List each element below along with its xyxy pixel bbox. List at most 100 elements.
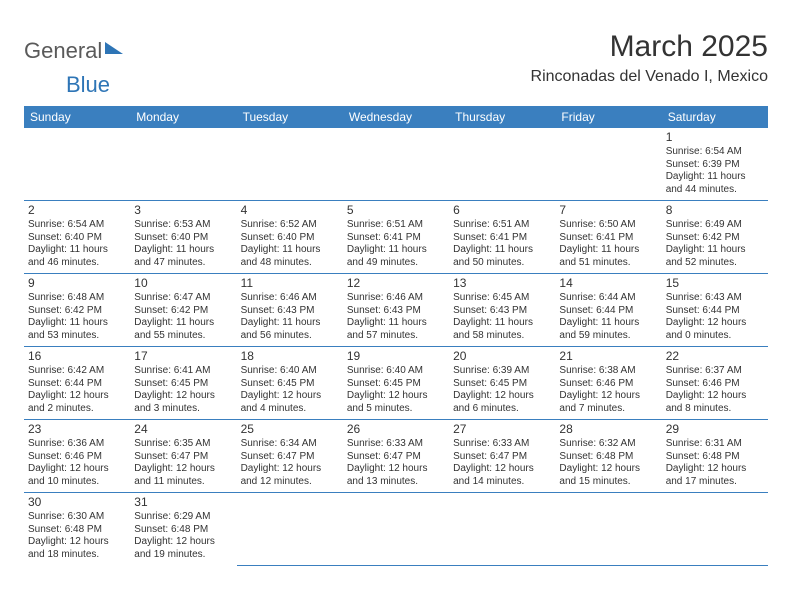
day-number: 6 <box>453 203 551 218</box>
day-header: Thursday <box>449 106 555 128</box>
sunrise-line: Sunrise: 6:36 AM <box>28 438 126 451</box>
calendar-cell <box>343 493 449 566</box>
calendar-cell: 14Sunrise: 6:44 AMSunset: 6:44 PMDayligh… <box>555 274 661 347</box>
daylight-line: Daylight: 12 hours and 11 minutes. <box>134 463 232 488</box>
sunset-line: Sunset: 6:48 PM <box>28 524 126 537</box>
sunset-line: Sunset: 6:46 PM <box>28 451 126 464</box>
sunrise-line: Sunrise: 6:46 AM <box>347 292 445 305</box>
sunset-line: Sunset: 6:47 PM <box>453 451 551 464</box>
calendar-cell: 25Sunrise: 6:34 AMSunset: 6:47 PMDayligh… <box>237 420 343 493</box>
sunset-line: Sunset: 6:47 PM <box>134 451 232 464</box>
daylight-line: Daylight: 12 hours and 10 minutes. <box>28 463 126 488</box>
brand-part1: General <box>24 38 102 64</box>
sunrise-line: Sunrise: 6:39 AM <box>453 365 551 378</box>
daylight-line: Daylight: 12 hours and 18 minutes. <box>28 536 126 561</box>
day-number: 9 <box>28 276 126 291</box>
day-number: 28 <box>559 422 657 437</box>
day-number: 20 <box>453 349 551 364</box>
calendar-cell: 31Sunrise: 6:29 AMSunset: 6:48 PMDayligh… <box>130 493 236 566</box>
sunset-line: Sunset: 6:42 PM <box>28 305 126 318</box>
daylight-line: Daylight: 12 hours and 13 minutes. <box>347 463 445 488</box>
calendar-cell: 3Sunrise: 6:53 AMSunset: 6:40 PMDaylight… <box>130 201 236 274</box>
day-header: Saturday <box>662 106 768 128</box>
day-header: Tuesday <box>237 106 343 128</box>
calendar-cell: 29Sunrise: 6:31 AMSunset: 6:48 PMDayligh… <box>662 420 768 493</box>
day-number: 2 <box>28 203 126 218</box>
calendar-cell: 21Sunrise: 6:38 AMSunset: 6:46 PMDayligh… <box>555 347 661 420</box>
sunset-line: Sunset: 6:44 PM <box>666 305 764 318</box>
sunset-line: Sunset: 6:48 PM <box>559 451 657 464</box>
daylight-line: Daylight: 12 hours and 12 minutes. <box>241 463 339 488</box>
calendar-cell <box>555 493 661 566</box>
calendar-cell: 12Sunrise: 6:46 AMSunset: 6:43 PMDayligh… <box>343 274 449 347</box>
sunrise-line: Sunrise: 6:38 AM <box>559 365 657 378</box>
sunrise-line: Sunrise: 6:43 AM <box>666 292 764 305</box>
daylight-line: Daylight: 11 hours and 53 minutes. <box>28 317 126 342</box>
calendar-week-row: 16Sunrise: 6:42 AMSunset: 6:44 PM Dayligh… <box>24 347 768 420</box>
sunrise-line: Sunrise: 6:50 AM <box>559 219 657 232</box>
calendar-cell: 8Sunrise: 6:49 AMSunset: 6:42 PMDaylight… <box>662 201 768 274</box>
day-number: 16 <box>28 349 126 364</box>
sunset-line: Sunset: 6:42 PM <box>666 232 764 245</box>
sunrise-line: Sunrise: 6:48 AM <box>28 292 126 305</box>
daylight-line: Daylight: 12 hours and 7 minutes. <box>559 390 657 415</box>
day-number: 19 <box>347 349 445 364</box>
calendar-cell: 5Sunrise: 6:51 AMSunset: 6:41 PMDaylight… <box>343 201 449 274</box>
daylight-line: Daylight: 11 hours and 56 minutes. <box>241 317 339 342</box>
calendar-cell <box>237 493 343 566</box>
sunset-line: Sunset: 6:44 PM <box>559 305 657 318</box>
sunset-line: Sunset: 6:47 PM <box>347 451 445 464</box>
sunrise-line: Sunrise: 6:45 AM <box>453 292 551 305</box>
day-header: Friday <box>555 106 661 128</box>
calendar-cell: 6Sunrise: 6:51 AMSunset: 6:41 PMDaylight… <box>449 201 555 274</box>
calendar-cell: 27Sunrise: 6:33 AMSunset: 6:47 PMDayligh… <box>449 420 555 493</box>
daylight-line: Daylight: 12 hours and 17 minutes. <box>666 463 764 488</box>
calendar-cell: 30Sunrise: 6:30 AMSunset: 6:48 PMDayligh… <box>24 493 130 566</box>
sunset-line: Sunset: 6:44 PM <box>28 378 126 391</box>
calendar-cell: 2Sunrise: 6:54 AMSunset: 6:40 PMDaylight… <box>24 201 130 274</box>
day-header: Wednesday <box>343 106 449 128</box>
daylight-line: Daylight: 12 hours and 6 minutes. <box>453 390 551 415</box>
calendar-cell: 22Sunrise: 6:37 AMSunset: 6:46 PMDayligh… <box>662 347 768 420</box>
day-number: 22 <box>666 349 764 364</box>
calendar-table: Sunday Monday Tuesday Wednesday Thursday… <box>24 106 768 566</box>
sunrise-line: Sunrise: 6:32 AM <box>559 438 657 451</box>
sunset-line: Sunset: 6:43 PM <box>241 305 339 318</box>
calendar-cell: 19Sunrise: 6:40 AMSunset: 6:45 PMDayligh… <box>343 347 449 420</box>
day-number: 3 <box>134 203 232 218</box>
sunset-line: Sunset: 6:41 PM <box>347 232 445 245</box>
daylight-line: Daylight: 12 hours and 3 minutes. <box>134 390 232 415</box>
day-number: 12 <box>347 276 445 291</box>
sunrise-line: Sunrise: 6:52 AM <box>241 219 339 232</box>
calendar-cell <box>24 128 130 201</box>
sunrise-line: Sunrise: 6:42 AM <box>28 365 126 378</box>
day-number: 8 <box>666 203 764 218</box>
day-number: 21 <box>559 349 657 364</box>
calendar-cell <box>130 128 236 201</box>
day-number: 23 <box>28 422 126 437</box>
calendar-cell: 16Sunrise: 6:42 AMSunset: 6:44 PMDayligh… <box>24 347 130 420</box>
sunrise-line: Sunrise: 6:46 AM <box>241 292 339 305</box>
sunrise-line: Sunrise: 6:44 AM <box>559 292 657 305</box>
calendar-week-row: 9Sunrise: 6:48 AMSunset: 6:42 PMDaylight… <box>24 274 768 347</box>
sunrise-line: Sunrise: 6:35 AM <box>134 438 232 451</box>
daylight-line: Daylight: 11 hours and 48 minutes. <box>241 244 339 269</box>
daylight-line: Daylight: 12 hours and 5 minutes. <box>347 390 445 415</box>
calendar-week-row: 2Sunrise: 6:54 AMSunset: 6:40 PMDaylight… <box>24 201 768 274</box>
sunset-line: Sunset: 6:47 PM <box>241 451 339 464</box>
sunset-line: Sunset: 6:48 PM <box>666 451 764 464</box>
sunset-line: Sunset: 6:48 PM <box>134 524 232 537</box>
sunrise-line: Sunrise: 6:51 AM <box>453 219 551 232</box>
day-number: 4 <box>241 203 339 218</box>
daylight-line: Daylight: 11 hours and 44 minutes. <box>666 171 764 196</box>
calendar-cell: 26Sunrise: 6:33 AMSunset: 6:47 PMDayligh… <box>343 420 449 493</box>
calendar-week-row: 1Sunrise: 6:54 AMSunset: 6:39 PMDaylight… <box>24 128 768 201</box>
sunset-line: Sunset: 6:39 PM <box>666 159 764 172</box>
sunset-line: Sunset: 6:43 PM <box>453 305 551 318</box>
day-number: 25 <box>241 422 339 437</box>
day-number: 1 <box>666 130 764 145</box>
daylight-line: Daylight: 11 hours and 51 minutes. <box>559 244 657 269</box>
sunrise-line: Sunrise: 6:34 AM <box>241 438 339 451</box>
day-number: 26 <box>347 422 445 437</box>
calendar-week-row: 30Sunrise: 6:30 AMSunset: 6:48 PMDayligh… <box>24 493 768 566</box>
